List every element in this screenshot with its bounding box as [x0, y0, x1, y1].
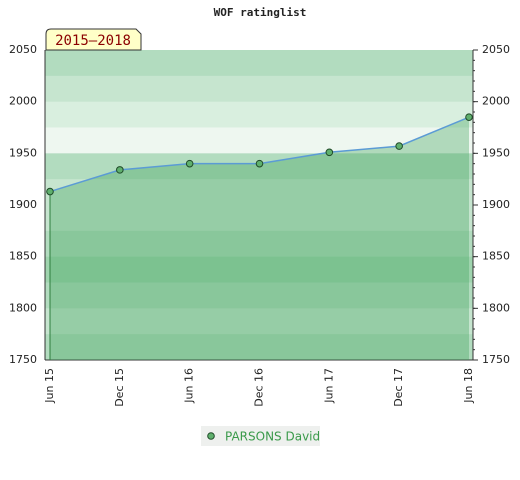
point	[395, 142, 403, 150]
y-tick-label: 1850	[9, 250, 37, 263]
x-tick-label: Jun 16	[183, 368, 196, 404]
band	[45, 101, 473, 128]
band	[45, 230, 473, 258]
y-tick-label: 1800	[9, 301, 37, 314]
band	[45, 308, 473, 335]
band	[45, 334, 473, 361]
period-tag-box	[45, 28, 142, 51]
legend-label: PARSONS David	[225, 430, 320, 444]
x-tick-label: Jun 18	[462, 368, 475, 404]
band	[45, 75, 473, 103]
band	[45, 179, 473, 206]
y-tick-label: 1900	[9, 198, 37, 211]
y2-tick-label: 1750	[482, 353, 510, 366]
y2-tick-label: 1950	[482, 146, 510, 159]
y2-tick-label: 2050	[482, 43, 510, 56]
point	[325, 148, 334, 157]
band	[45, 256, 473, 283]
legend-marker	[207, 432, 215, 440]
band	[45, 282, 473, 309]
band	[45, 205, 473, 232]
band	[45, 127, 473, 154]
point	[465, 113, 473, 121]
x-tick-label: Dec 17	[392, 368, 405, 407]
area	[50, 117, 469, 361]
band	[45, 50, 473, 77]
x-tick-label: Jun 17	[322, 368, 335, 404]
chart-title: WOF ratinglist	[214, 6, 307, 19]
point	[116, 166, 124, 174]
x-tick-label: Jun 15	[43, 368, 56, 404]
point	[46, 187, 54, 196]
y2-tick-label: 1850	[482, 250, 510, 263]
point	[185, 159, 194, 168]
y-tick-label: 1950	[9, 146, 37, 159]
x-tick-label: Dec 16	[253, 368, 266, 407]
legend-box	[201, 426, 320, 446]
y2-tick-label: 2000	[482, 95, 510, 108]
y2-tick-label: 1900	[482, 198, 510, 211]
y-tick-label: 2000	[9, 95, 37, 108]
point	[255, 159, 264, 168]
y-tick-label: 2050	[9, 43, 37, 56]
y-tick-label: 1750	[9, 353, 37, 366]
period-tag: 2015–2018	[55, 33, 131, 49]
x-tick-label: Dec 15	[113, 368, 126, 407]
y2-tick-label: 1800	[482, 301, 510, 314]
